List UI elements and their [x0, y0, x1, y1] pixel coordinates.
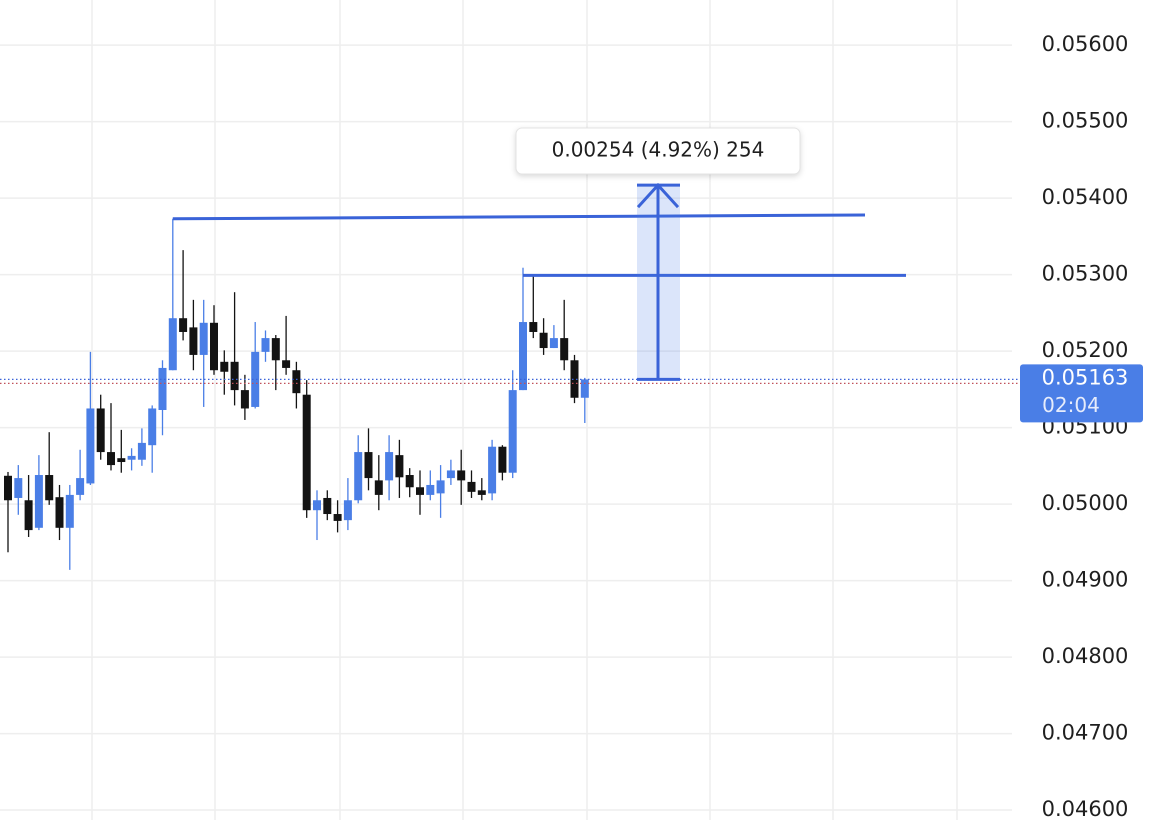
- price-label: 0.05163: [1042, 365, 1129, 389]
- candle-body: [446, 470, 455, 479]
- candle-body: [292, 370, 301, 394]
- candle-body: [405, 475, 414, 488]
- candle-body: [96, 408, 105, 453]
- y-tick-label: 0.05300: [1042, 262, 1129, 286]
- y-tick-label: 0.05500: [1042, 109, 1129, 133]
- candle-body: [34, 475, 43, 528]
- y-tick-label: 0.04600: [1042, 797, 1129, 820]
- candle-body: [86, 408, 95, 484]
- candle-body: [55, 497, 64, 528]
- candle-body: [416, 487, 424, 495]
- candle-body: [282, 360, 291, 368]
- candle-body: [45, 475, 54, 501]
- price-label-box: [1020, 364, 1143, 423]
- candle-body: [302, 394, 311, 511]
- candle-body: [488, 446, 497, 494]
- candle-body: [395, 455, 404, 478]
- candle-body: [519, 322, 527, 391]
- y-tick-label: 0.04800: [1042, 644, 1129, 668]
- candle-body: [467, 481, 476, 492]
- candle-body: [148, 408, 157, 446]
- measure-label: 0.00254 (4.92%) 254: [552, 138, 765, 162]
- candle-body: [508, 390, 517, 473]
- candle-body: [498, 446, 507, 473]
- candle-body: [24, 500, 33, 531]
- candle-body: [240, 390, 249, 409]
- candle-body: [210, 322, 218, 371]
- candle-body: [158, 367, 167, 410]
- candle-body: [65, 494, 74, 528]
- candle-body: [436, 480, 445, 494]
- candle-body: [364, 452, 373, 479]
- measure-arrowhead: [636, 182, 680, 209]
- candle-body: [14, 478, 23, 498]
- candle-body: [549, 338, 558, 349]
- y-tick-label: 0.04700: [1042, 721, 1129, 745]
- candle-body: [199, 322, 208, 355]
- candle-body: [580, 379, 589, 398]
- y-tick-label: 0.05400: [1042, 185, 1129, 209]
- candle-body: [385, 452, 394, 481]
- candle-body: [168, 318, 177, 371]
- trend-line: [172, 213, 866, 221]
- candle-body: [230, 361, 239, 391]
- candle-body: [220, 361, 229, 372]
- candle-body: [323, 497, 332, 515]
- candle-body: [107, 452, 115, 466]
- candle-body: [477, 490, 486, 495]
- countdown: 02:04: [1042, 393, 1100, 417]
- candle-body: [539, 332, 548, 349]
- candle-body: [560, 338, 569, 361]
- candle-body: [426, 484, 435, 495]
- candle-body: [343, 500, 352, 521]
- y-tick-label: 0.05000: [1042, 491, 1129, 515]
- candle-body: [457, 470, 466, 481]
- candle-body: [261, 338, 270, 352]
- candle-body: [374, 480, 383, 495]
- measure-label-box: [515, 127, 801, 175]
- y-tick-label: 0.04900: [1042, 568, 1129, 592]
- candle-body: [570, 360, 579, 398]
- y-tick-label: 0.05600: [1042, 32, 1129, 56]
- candle-body: [313, 500, 321, 511]
- candle-body: [179, 318, 188, 332]
- candle-body: [333, 514, 342, 521]
- candle-body: [76, 478, 85, 495]
- y-tick-label: 0.05200: [1042, 338, 1129, 362]
- candle-body: [354, 452, 363, 501]
- candle-body: [117, 458, 126, 463]
- candle-body: [271, 338, 280, 361]
- candle-body: [529, 322, 538, 332]
- candle-body: [189, 327, 198, 355]
- candle-body: [137, 442, 146, 460]
- candle-body: [4, 475, 12, 501]
- candle-body: [127, 455, 136, 460]
- candle-body: [251, 351, 260, 407]
